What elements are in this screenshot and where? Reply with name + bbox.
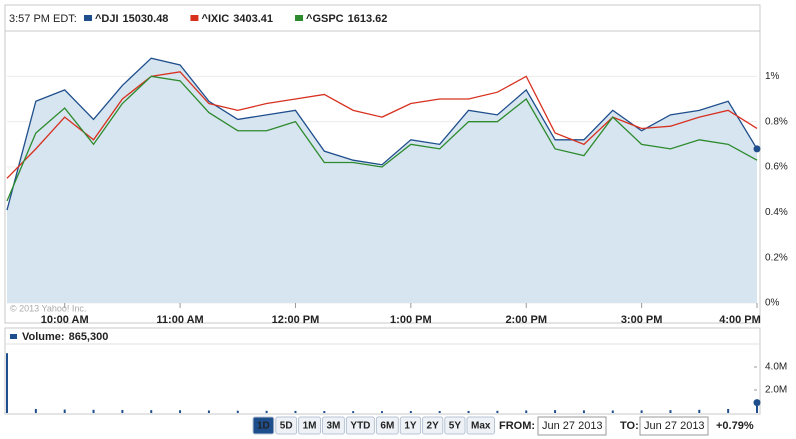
range-button[interactable] [422,416,444,435]
to-label: TO: [620,420,639,432]
volume-title: Volume: [22,331,65,343]
range-label[interactable]: 5Y [449,421,462,432]
to-input[interactable] [639,416,709,436]
from-label: FROM: [499,420,535,432]
range-button[interactable] [322,416,345,435]
legend-swatch [295,15,304,21]
range-label[interactable]: 2Y [427,421,440,432]
y-tick-label: 0.6% [765,162,788,173]
volume-panel [4,327,761,415]
legend-name: ^IXIC [201,13,229,25]
x-tick-label: 2:00 PM [505,314,547,326]
y-tick-label: 0.2% [765,252,788,263]
range-button[interactable] [298,416,321,435]
volume-bar [496,410,499,413]
x-tick-label: 3:00 PM [621,314,663,326]
range-label[interactable]: YTD [350,421,370,432]
series-line [6,75,758,202]
range-label[interactable]: Max [471,421,491,432]
volume-bar [438,411,441,413]
last-point [753,145,761,153]
y-tick-label: 0.8% [765,116,788,127]
volume-bar [698,409,701,413]
series-line [6,71,758,179]
change: +0.79% [716,420,754,432]
legend-value: 15030.48 [123,13,169,25]
volume-swatch [10,334,17,339]
volume-bar [34,408,37,413]
y-tick-label: 1% [765,71,780,82]
volume-bar [381,411,383,413]
volume-bar [352,411,355,413]
range-button[interactable] [252,416,275,435]
legend-name: ^GSPC [306,13,344,25]
area-fill [7,58,757,304]
volume-bar [294,410,297,413]
volume-bar [6,353,8,413]
y-tick-label: 0% [765,298,780,309]
volume-tick-label: 4.0M [765,362,787,373]
from-input[interactable] [537,416,607,436]
x-tick-label: 10:00 AM [41,314,89,326]
legend-swatch [190,15,199,21]
volume-bar [323,411,326,413]
range-button[interactable] [275,416,298,435]
series-line [6,57,758,211]
range-button[interactable] [466,416,495,435]
legend-value: 3403.41 [233,13,273,25]
x-tick-label: 1:00 PM [390,314,432,326]
volume-bar [554,410,557,413]
y-tick-label: 0.4% [765,207,788,218]
range-button[interactable] [444,416,466,435]
volume-bar [236,410,239,413]
volume-bar [525,410,528,413]
volume-bar [727,408,730,413]
volume-bar [150,410,153,413]
volume-bar [207,410,210,413]
header-time: 3:57 PM EDT: [9,13,77,25]
range-label[interactable]: 3M [327,421,341,432]
range-label[interactable]: 1M [303,421,317,432]
volume-bar [409,411,412,413]
volume-bar [265,410,268,413]
volume-bar [640,410,643,413]
legend-value: 1613.62 [348,13,388,25]
to-value[interactable]: Jun 27 2013 [644,420,705,432]
x-tick-label: 12:00 PM [272,314,320,326]
volume-bar [121,410,124,413]
copyright: © 2013 Yahoo! Inc. [10,303,86,313]
range-button[interactable] [375,416,399,435]
from-value[interactable]: Jun 27 2013 [542,420,603,432]
range-label[interactable]: 1D [257,421,270,432]
volume-bar [611,410,614,413]
legend-swatch [84,15,92,21]
volume-bar [63,409,66,413]
range-label[interactable]: 5D [280,421,293,432]
volume-bar [179,410,182,413]
volume-bar [92,409,95,413]
x-tick-label: 11:00 AM [156,314,203,326]
range-label[interactable]: 6M [380,421,394,432]
range-button[interactable] [345,416,375,435]
legend-name: ^DJI [95,13,119,25]
volume-value: 865,300 [69,331,109,343]
x-tick-label: 4:00 PM [719,314,761,326]
range-label[interactable]: 1Y [404,421,417,432]
volume-last-point [753,399,761,407]
volume-tick-label: 2.0M [765,385,787,396]
volume-bar [756,402,758,413]
range-button[interactable] [399,416,422,435]
volume-bar [669,410,672,413]
volume-bar [582,410,585,413]
volume-bar [467,410,470,413]
